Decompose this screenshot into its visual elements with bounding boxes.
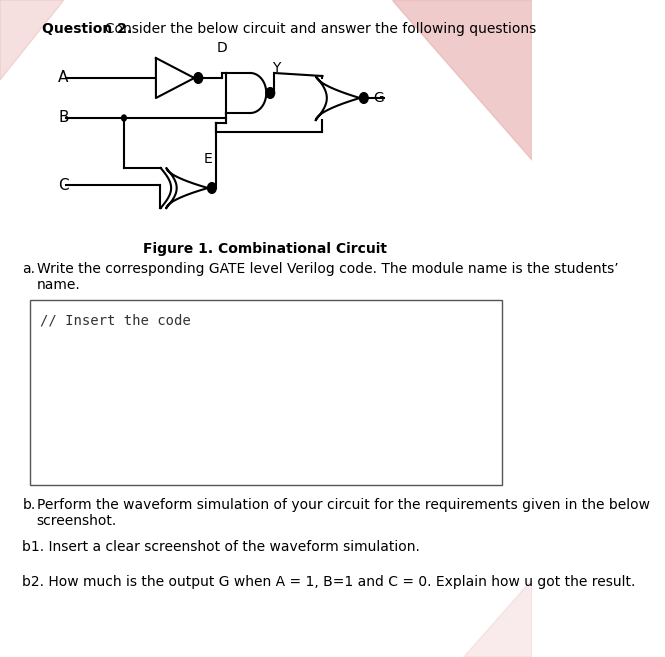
Text: Write the corresponding GATE level Verilog code. The module name is the students: Write the corresponding GATE level Veril… bbox=[37, 262, 618, 276]
Text: Consider the below circuit and answer the following questions: Consider the below circuit and answer th… bbox=[96, 22, 536, 36]
Text: // Insert the code: // Insert the code bbox=[40, 314, 191, 328]
Bar bbox=[31, 300, 502, 485]
Text: Figure 1. Combinational Circuit: Figure 1. Combinational Circuit bbox=[144, 242, 388, 256]
Circle shape bbox=[194, 73, 202, 83]
Circle shape bbox=[360, 93, 368, 103]
Circle shape bbox=[266, 88, 274, 98]
Text: E: E bbox=[203, 152, 212, 166]
Text: b2. How much is the output G when A = 1, B=1 and C = 0. Explain how u got the re: b2. How much is the output G when A = 1,… bbox=[23, 575, 636, 589]
Polygon shape bbox=[156, 58, 194, 98]
Text: screenshot.: screenshot. bbox=[37, 514, 117, 528]
Polygon shape bbox=[0, 0, 64, 80]
Polygon shape bbox=[464, 580, 532, 657]
Text: C: C bbox=[59, 177, 69, 193]
Circle shape bbox=[122, 115, 126, 121]
Text: Y: Y bbox=[273, 61, 281, 75]
Text: b1. Insert a clear screenshot of the waveform simulation.: b1. Insert a clear screenshot of the wav… bbox=[23, 540, 420, 554]
Polygon shape bbox=[316, 76, 360, 120]
Text: D: D bbox=[217, 41, 227, 55]
Text: b.: b. bbox=[23, 498, 36, 512]
Text: Question 2.: Question 2. bbox=[42, 22, 132, 36]
Polygon shape bbox=[166, 168, 208, 208]
Text: a.: a. bbox=[23, 262, 35, 276]
Polygon shape bbox=[392, 0, 532, 160]
Circle shape bbox=[208, 183, 216, 193]
Text: A: A bbox=[59, 70, 68, 85]
Text: G: G bbox=[374, 91, 384, 105]
Text: name.: name. bbox=[37, 278, 80, 292]
Text: Perform the waveform simulation of your circuit for the requirements given in th: Perform the waveform simulation of your … bbox=[37, 498, 650, 512]
Text: B: B bbox=[59, 110, 69, 125]
Polygon shape bbox=[226, 73, 266, 113]
